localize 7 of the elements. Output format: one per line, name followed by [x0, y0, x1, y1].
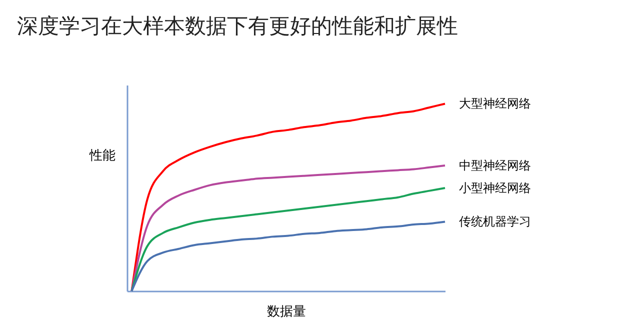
x-axis-title: 数据量 — [267, 304, 306, 320]
series-label: 大型神经网络 — [459, 96, 531, 111]
series-label: 传统机器学习 — [459, 214, 531, 229]
y-axis-title: 性能 — [88, 148, 116, 164]
chart-title: 深度学习在大样本数据下有更好的性能和扩展性 — [17, 14, 458, 38]
series-label: 中型神经网络 — [459, 158, 531, 173]
series-label: 小型神经网络 — [459, 181, 531, 195]
